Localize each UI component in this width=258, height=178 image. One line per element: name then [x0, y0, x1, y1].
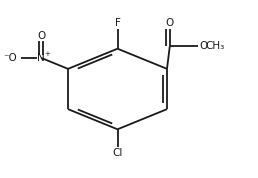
Text: ⁻O: ⁻O: [3, 53, 17, 63]
Text: O: O: [166, 18, 174, 28]
Text: CH₃: CH₃: [205, 41, 224, 51]
Text: +: +: [44, 51, 50, 57]
Text: N: N: [37, 53, 45, 63]
Text: F: F: [115, 18, 120, 28]
Text: O: O: [199, 41, 207, 51]
Text: O: O: [37, 31, 45, 41]
Text: Cl: Cl: [112, 148, 123, 158]
